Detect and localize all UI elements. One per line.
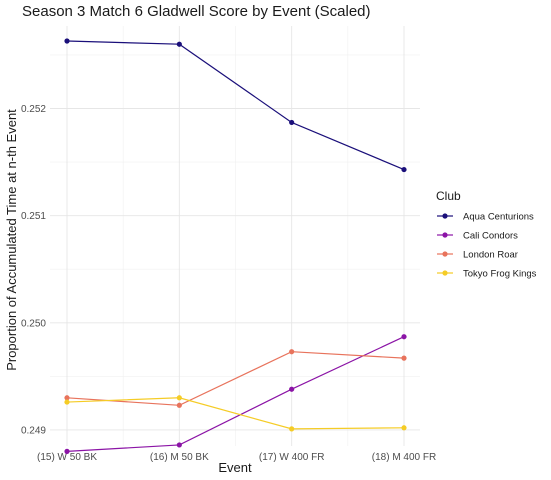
data-point-cali-condors [64,448,70,454]
legend: Club Aqua Centurions Cali Condors London R… [436,189,537,280]
y-tick-label: 0.250 [21,318,46,329]
plot-grid [50,26,420,446]
data-point-london-roar [176,402,182,408]
y-tick-label: 0.251 [21,211,46,222]
data-point-cali-condors [401,334,407,340]
data-point-aqua-centurions [64,38,70,44]
data-point-aqua-centurions [401,166,407,173]
series-line-cali-condors [66,336,405,452]
data-point-tokyo-frog-kings [401,425,407,431]
series-line-aqua-centurions [66,40,405,171]
series-line-tokyo-frog-kings [66,397,405,430]
series-line-london-roar [66,351,405,406]
data-point-tokyo-frog-kings [176,395,182,401]
legend-label-london-roar: London Roar [463,250,518,261]
x-tick-label: (18) M 400 FR [372,452,436,463]
data-point-london-roar [289,349,295,355]
legend-key-point-london-roar [442,251,448,257]
data-point-london-roar [64,395,70,401]
data-point-tokyo-frog-kings [64,399,70,405]
x-tick-label: (16) M 50 BK [150,452,209,463]
chart-title: Season 3 Match 6 Gladwell Score by Event… [22,3,371,20]
y-tick-label: 0.252 [21,104,46,115]
y-axis-ticks: 0.249 0.250 0.251 0.252 [21,104,46,436]
legend-label-tokyo-frog-kings: Tokyo Frog Kings [463,269,537,280]
x-axis-ticks: (15) W 50 BK (16) M 50 BK (17) W 400 FR (18… [37,452,436,463]
legend-title: Club [436,189,461,203]
data-point-london-roar [401,355,407,361]
x-tick-label: (17) W 400 FR [259,452,325,463]
legend-key-point-tokyo-frog-kings [442,270,448,276]
series-points [64,38,407,454]
data-point-aqua-centurions [289,119,295,126]
data-point-tokyo-frog-kings [289,426,295,432]
legend-key-point-aqua-centurions [442,213,448,219]
y-axis-title: Proportion of Accumulated Time at n-th E… [4,109,19,371]
data-point-aqua-centurions [176,41,182,47]
x-axis-title: Event [218,460,252,475]
data-point-cali-condors [176,442,182,448]
data-point-cali-condors [289,386,295,392]
legend-key-point-cali-condors [442,232,448,238]
y-tick-label: 0.249 [21,425,46,436]
series-lines [66,40,405,452]
legend-label-cali-condors: Cali Condors [463,231,518,242]
legend-label-aqua-centurions: Aqua Centurions [463,212,534,223]
x-tick-label: (15) W 50 BK [37,452,97,463]
